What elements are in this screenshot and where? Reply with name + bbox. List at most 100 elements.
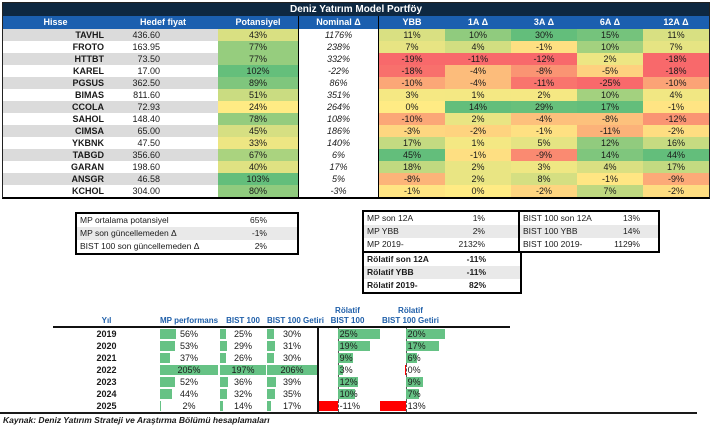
year-cell: 2025 xyxy=(96,401,117,411)
green-databar xyxy=(337,365,343,375)
yearly-row: 2024 44% 32% 35% 10% 7% xyxy=(53,388,510,400)
rel-bist100-getiri-cell: 9% xyxy=(380,376,445,388)
heat-cell-a12: -2% xyxy=(643,185,709,197)
nominal-cell: -22% xyxy=(298,65,379,77)
summary-label: BIST 100 son güncellemeden Δ xyxy=(80,241,200,251)
target-price-cell: 198.60 xyxy=(132,162,160,172)
ticker-cell: BIMAS xyxy=(75,90,104,100)
heat-cell-a6: 12% xyxy=(577,137,643,149)
potansiyel-cell: 67% xyxy=(218,149,298,161)
heat-cell-a3: -11% xyxy=(511,77,577,89)
heat-cell-a1: -2% xyxy=(445,125,511,137)
green-databar xyxy=(220,401,224,411)
rel-bist100-cell: 10% xyxy=(317,388,380,400)
summary-label: MP YBB xyxy=(367,226,399,236)
summary-label: BIST 100 2019- xyxy=(523,239,583,249)
heat-cell-a6: 10% xyxy=(577,89,643,101)
bist100-cell: 197% xyxy=(220,364,266,376)
green-databar xyxy=(337,341,370,351)
green-databar xyxy=(267,377,277,387)
heat-cell-ybb: 45% xyxy=(379,149,445,161)
heat-cell-a6: 15% xyxy=(577,29,643,41)
target-price-cell: 46.58 xyxy=(108,173,218,185)
portfolio-row: KAREL 17.00 102% -22% -18% -4% -8% -5% -18% xyxy=(3,65,709,77)
yearly-row: 2025 2% 14% 17% -11% 13% xyxy=(53,400,510,412)
potansiyel-cell: 43% xyxy=(218,29,298,41)
source-note: Kaynak: Deniz Yatırım Strateji ve Araştı… xyxy=(3,415,270,425)
summary-box-bist100: BIST 100 son 12A 13% BIST 100 YBB 14% BIST 1… xyxy=(518,210,660,253)
nominal-cell: -3% xyxy=(298,185,379,197)
heat-cell-a12: -18% xyxy=(643,53,709,65)
bar-value: 30% xyxy=(282,353,301,363)
heat-cell-a6: 17% xyxy=(577,101,643,113)
bar-value: 35% xyxy=(282,389,301,399)
bar-value: 37% xyxy=(179,353,198,363)
year-cell: 2024 xyxy=(96,389,117,399)
heat-cell-a1: -4% xyxy=(445,65,511,77)
bar-value: 20% xyxy=(407,329,426,339)
databar-axis xyxy=(405,364,407,376)
summary-row: BIST 100 son 12A 13% xyxy=(520,212,658,225)
portfolio-row: BIMAS 811.60 51% 351% 3% 1% 2% 10% 4% xyxy=(3,89,709,101)
ticker-cell: PGSUS xyxy=(3,77,108,89)
summary-label: MP 2019- xyxy=(367,239,404,249)
potansiyel-cell: 77% xyxy=(218,41,298,53)
bar-value: 29% xyxy=(233,341,252,351)
col-header-1a: 1A Δ xyxy=(467,17,489,27)
green-databar xyxy=(220,377,229,387)
yearly-row: 2023 52% 36% 39% 12% 9% xyxy=(53,376,510,388)
heat-cell-a1: 1% xyxy=(445,89,511,101)
bar-value: 10% xyxy=(339,389,358,399)
col-header-hedef-fiyat: Hedef fiyat xyxy=(139,17,186,27)
green-databar xyxy=(267,353,275,363)
target-price-cell: 811.60 xyxy=(133,90,160,100)
summary-row: Rölatif son 12A -11% xyxy=(364,253,520,266)
rel-bist100-getiri-cell: 20% xyxy=(380,328,445,340)
heat-cell-a6: 2% xyxy=(577,53,643,65)
heat-cell-a3: 2% xyxy=(511,89,577,101)
mp-performance-cell: 205% xyxy=(160,364,218,376)
nominal-cell: 351% xyxy=(298,89,379,101)
rel-bist100-getiri-cell: 13% xyxy=(380,400,445,412)
heat-cell-ybb: 17% xyxy=(379,137,445,149)
portfolio-row: PGSUS 362.50 89% 86% -10% -4% -11% -25% -10% xyxy=(3,77,709,89)
heat-cell-a1: 4% xyxy=(445,41,511,53)
target-price-cell: 148.40 xyxy=(132,114,160,124)
green-databar xyxy=(220,365,266,375)
heat-cell-ybb: 11% xyxy=(379,29,445,41)
col-header-nominal: Nominal Δ xyxy=(298,16,379,29)
potansiyel-cell: 40% xyxy=(218,161,298,173)
portfolio-rows: TAVHL 436.60 43% 1176% 11% 10% 30% 15% 11% FROTO 1… xyxy=(3,29,709,197)
col-header-hisse: Hisse xyxy=(43,17,68,27)
portfolio-row: SAHOL 148.40 78% 108% -10% 2% -4% -8% -12% xyxy=(3,113,709,125)
bar-value: 9% xyxy=(407,377,421,387)
summary-value: 2132% xyxy=(458,239,485,249)
bar-value: 31% xyxy=(282,341,301,351)
heat-cell-a6: -1% xyxy=(577,173,643,185)
heat-cell-a12: -18% xyxy=(643,65,709,77)
green-databar xyxy=(337,377,358,387)
green-databar xyxy=(220,353,227,363)
green-databar xyxy=(160,329,176,339)
col-header-6a: 6A Δ xyxy=(599,17,621,27)
heat-cell-a3: -1% xyxy=(511,125,577,137)
yearly-row: 2022 205% 197% 206% 3% 0% xyxy=(53,364,510,376)
rel-bist100-cell: 19% xyxy=(317,340,380,352)
potansiyel-cell: 51% xyxy=(218,89,298,101)
summary-value: 65% xyxy=(249,215,267,225)
year-cell: 2021 xyxy=(96,353,117,363)
yearly-row: 2020 53% 29% 31% 19% 17% xyxy=(53,340,510,352)
summary-value: 13% xyxy=(622,213,640,223)
ticker-cell: ANSGR xyxy=(3,173,108,185)
bar-value: 3% xyxy=(339,365,353,375)
summary-row: BIST 100 YBB 14% xyxy=(520,225,658,238)
summary-value: 82% xyxy=(468,280,486,290)
green-databar xyxy=(160,401,161,411)
bar-value: 26% xyxy=(233,353,252,363)
ticker-cell: KCHOL xyxy=(72,186,104,196)
summary-value: -1% xyxy=(251,228,267,238)
heat-cell-a12: -9% xyxy=(643,173,709,185)
bist100-cell: 29% xyxy=(220,340,266,352)
nominal-cell: 1176% xyxy=(298,29,379,41)
nominal-cell: 140% xyxy=(298,137,379,149)
